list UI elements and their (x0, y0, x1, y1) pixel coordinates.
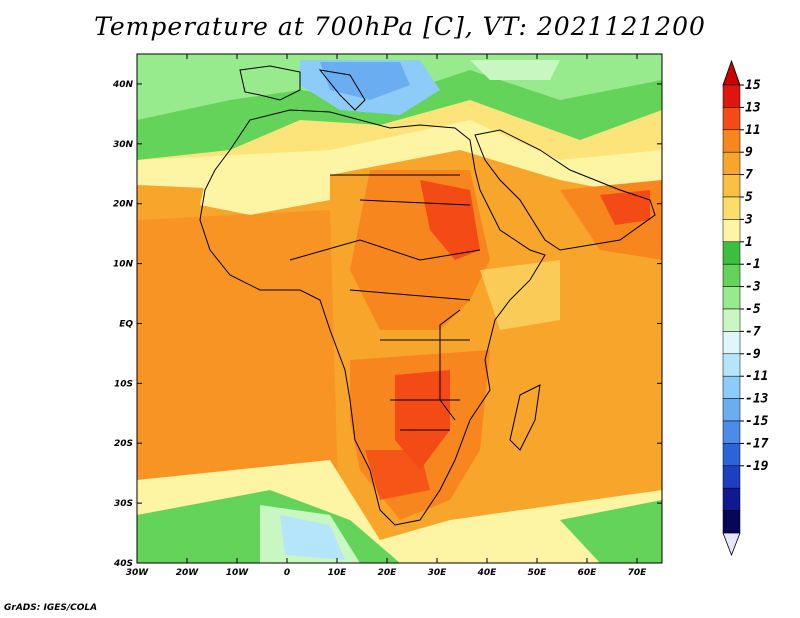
colorbar-swatch (723, 175, 740, 197)
colorbar-label: 7 (745, 168, 753, 183)
colorbar-label: -11 (745, 369, 768, 384)
colorbar-swatch (723, 130, 740, 152)
colorbar-swatch (723, 287, 740, 309)
colorbar-label: 3 (744, 212, 753, 227)
colorbar-top-triangle (723, 61, 740, 85)
temperature-field (137, 54, 662, 563)
lat-tick-label: 10N (113, 260, 134, 270)
colorbar-label: -9 (745, 347, 761, 362)
lat-tick-label: 30S (114, 499, 133, 509)
colorbar-swatch (723, 85, 740, 107)
lon-tick-label: 20E (378, 568, 398, 578)
colorbar-label: -5 (745, 302, 761, 317)
colorbar-label: -1 (745, 257, 761, 272)
colorbar-label: -7 (745, 324, 761, 339)
colorbar-swatch (723, 309, 740, 331)
colorbar-label: 13 (745, 100, 761, 115)
lon-tick-label: 40E (477, 568, 498, 578)
lon-tick-label: 70E (628, 568, 648, 578)
colorbar-swatch (723, 488, 740, 510)
lon-tick-label: 10E (328, 568, 348, 578)
colorbar-label: 15 (745, 78, 761, 93)
lon-tick-label: 30E (428, 568, 448, 578)
lon-tick-label: 20W (176, 568, 200, 578)
lat-tick-label: 20N (113, 200, 134, 210)
colorbar-swatch (723, 264, 740, 286)
lat-tick-label: 20S (114, 439, 133, 449)
colorbar-swatch (723, 242, 740, 264)
colorbar-label: 5 (745, 190, 753, 205)
lat-tick-label: 10S (114, 379, 133, 389)
colorbar-label: 11 (745, 123, 761, 138)
colorbar-swatch (723, 376, 740, 398)
colorbar-swatch (723, 354, 740, 376)
colorbar-label: -17 (745, 436, 769, 451)
lon-tick-label: 30W (126, 568, 150, 578)
colorbar-swatch (723, 443, 740, 465)
colorbar-swatch (723, 152, 740, 174)
lon-tick-label: 50E (528, 568, 548, 578)
colorbar-swatch (723, 511, 740, 533)
lat-tick-label: 30N (113, 140, 134, 150)
colorbar-label: -3 (745, 280, 761, 295)
colorbar-swatch (723, 219, 740, 241)
colorbar-swatch (723, 421, 740, 443)
colorbar-bottom-triangle (723, 533, 740, 555)
colorbar-swatch (723, 331, 740, 353)
colorbar-label: 9 (745, 145, 753, 160)
colorbar-swatch (723, 197, 740, 219)
lat-tick-label: 40S (113, 559, 133, 569)
lon-tick-label: 60E (578, 568, 598, 578)
grads-credit: GrADS: IGES/COLA (4, 603, 97, 613)
colorbar-label: -13 (745, 392, 769, 407)
colorbar-label: -19 (745, 459, 769, 474)
colorbar-label: -15 (745, 414, 769, 429)
colorbar-swatch (723, 466, 740, 488)
colorbar: 15 13 11 9 7 5 3 1 -1 -3 -5 -7 -9 -11 -13 -15 -17 -19 (723, 61, 769, 555)
colorbar-swatch (723, 107, 740, 129)
lon-tick-label: 10W (226, 568, 250, 578)
colorbar-swatch (723, 399, 740, 421)
lat-tick-label: EQ (119, 319, 133, 329)
lon-tick-label: 0 (284, 568, 290, 578)
colorbar-label: 1 (745, 235, 753, 250)
lat-tick-label: 40N (112, 80, 134, 90)
